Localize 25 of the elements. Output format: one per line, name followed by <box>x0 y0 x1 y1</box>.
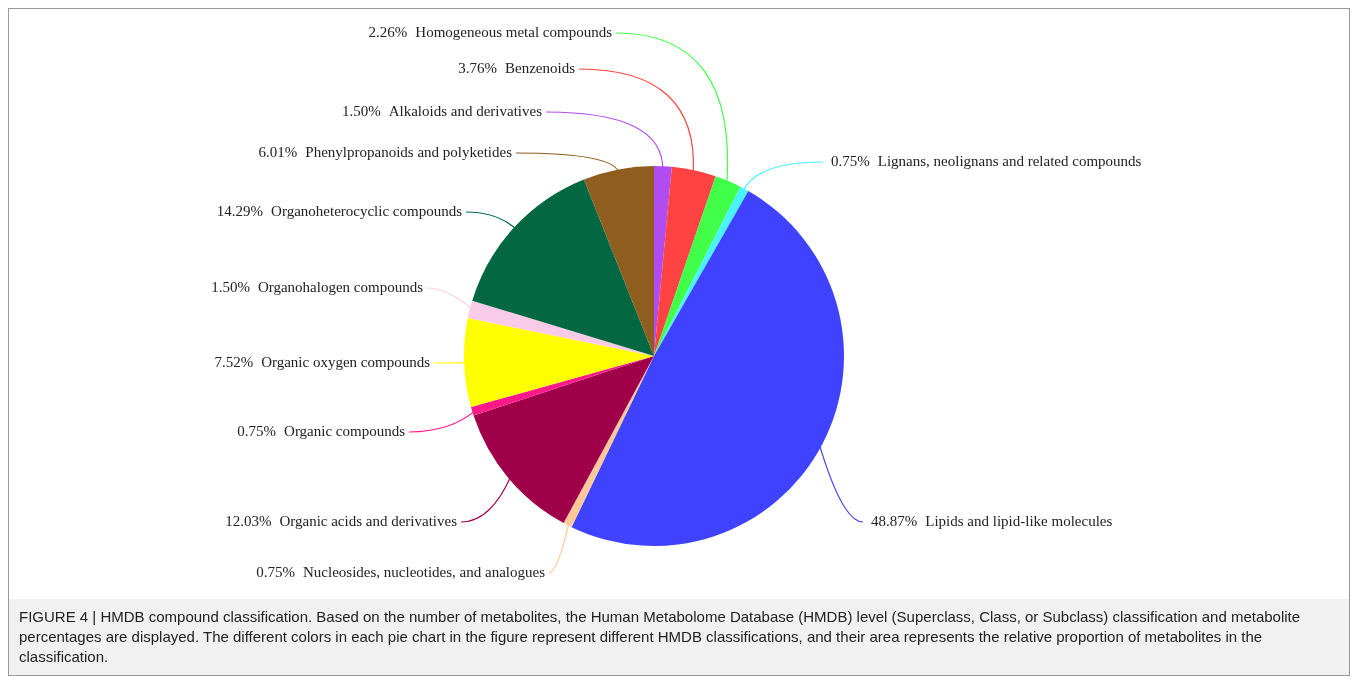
data-label: 0.75% <box>237 422 277 439</box>
slice-label: Organic compounds <box>284 422 406 439</box>
data-label: 1.50% <box>211 278 250 295</box>
data-label: 7.52% <box>214 353 254 370</box>
slice-label: Nucleosides, nucleotides, and analogues <box>302 563 546 580</box>
slice-label: Homogeneous metal compounds <box>415 23 613 40</box>
data-label: 2.26% <box>368 23 408 40</box>
data-label: 0.75% <box>831 152 870 169</box>
data-label: 0.75% <box>256 563 295 580</box>
slice-label: Organohalogen compounds <box>257 278 424 295</box>
data-label: 6.01% <box>258 143 298 160</box>
data-label: 1.50% <box>341 102 381 119</box>
slice-label: Benzenoids <box>505 59 576 76</box>
data-label: 12.03% <box>225 512 272 529</box>
data-label: 14.29% <box>216 202 264 219</box>
slice-label: Organoheterocyclic compounds <box>271 202 463 219</box>
slice-label: Lipids and lipid-like molecules <box>925 512 1113 529</box>
slice-label: Lignans, neolignans and related compounds <box>877 152 1142 169</box>
slice-label: Phenylpropanoids and polyketides <box>305 143 513 160</box>
slice-label: Alkaloids and derivatives <box>388 102 543 119</box>
slice-label: Organic oxygen compounds <box>261 353 431 370</box>
data-label: 3.76% <box>458 59 498 76</box>
caption: FIGURE 4 | HMDB compound classification. Based on the number of metabolites, the Human Metabolome Database (HMDB) level (Superclass, Class, or Subclass) classification and metabolite percentages are displayed. The different colors in each pie chart in the figure represent different HMDB classifications, and their area represents the relative proportion of metabolites in the classification. <box>9 599 1349 675</box>
data-label: 48.87% <box>871 512 918 529</box>
slice-label: Organic acids and derivatives <box>279 512 458 529</box>
